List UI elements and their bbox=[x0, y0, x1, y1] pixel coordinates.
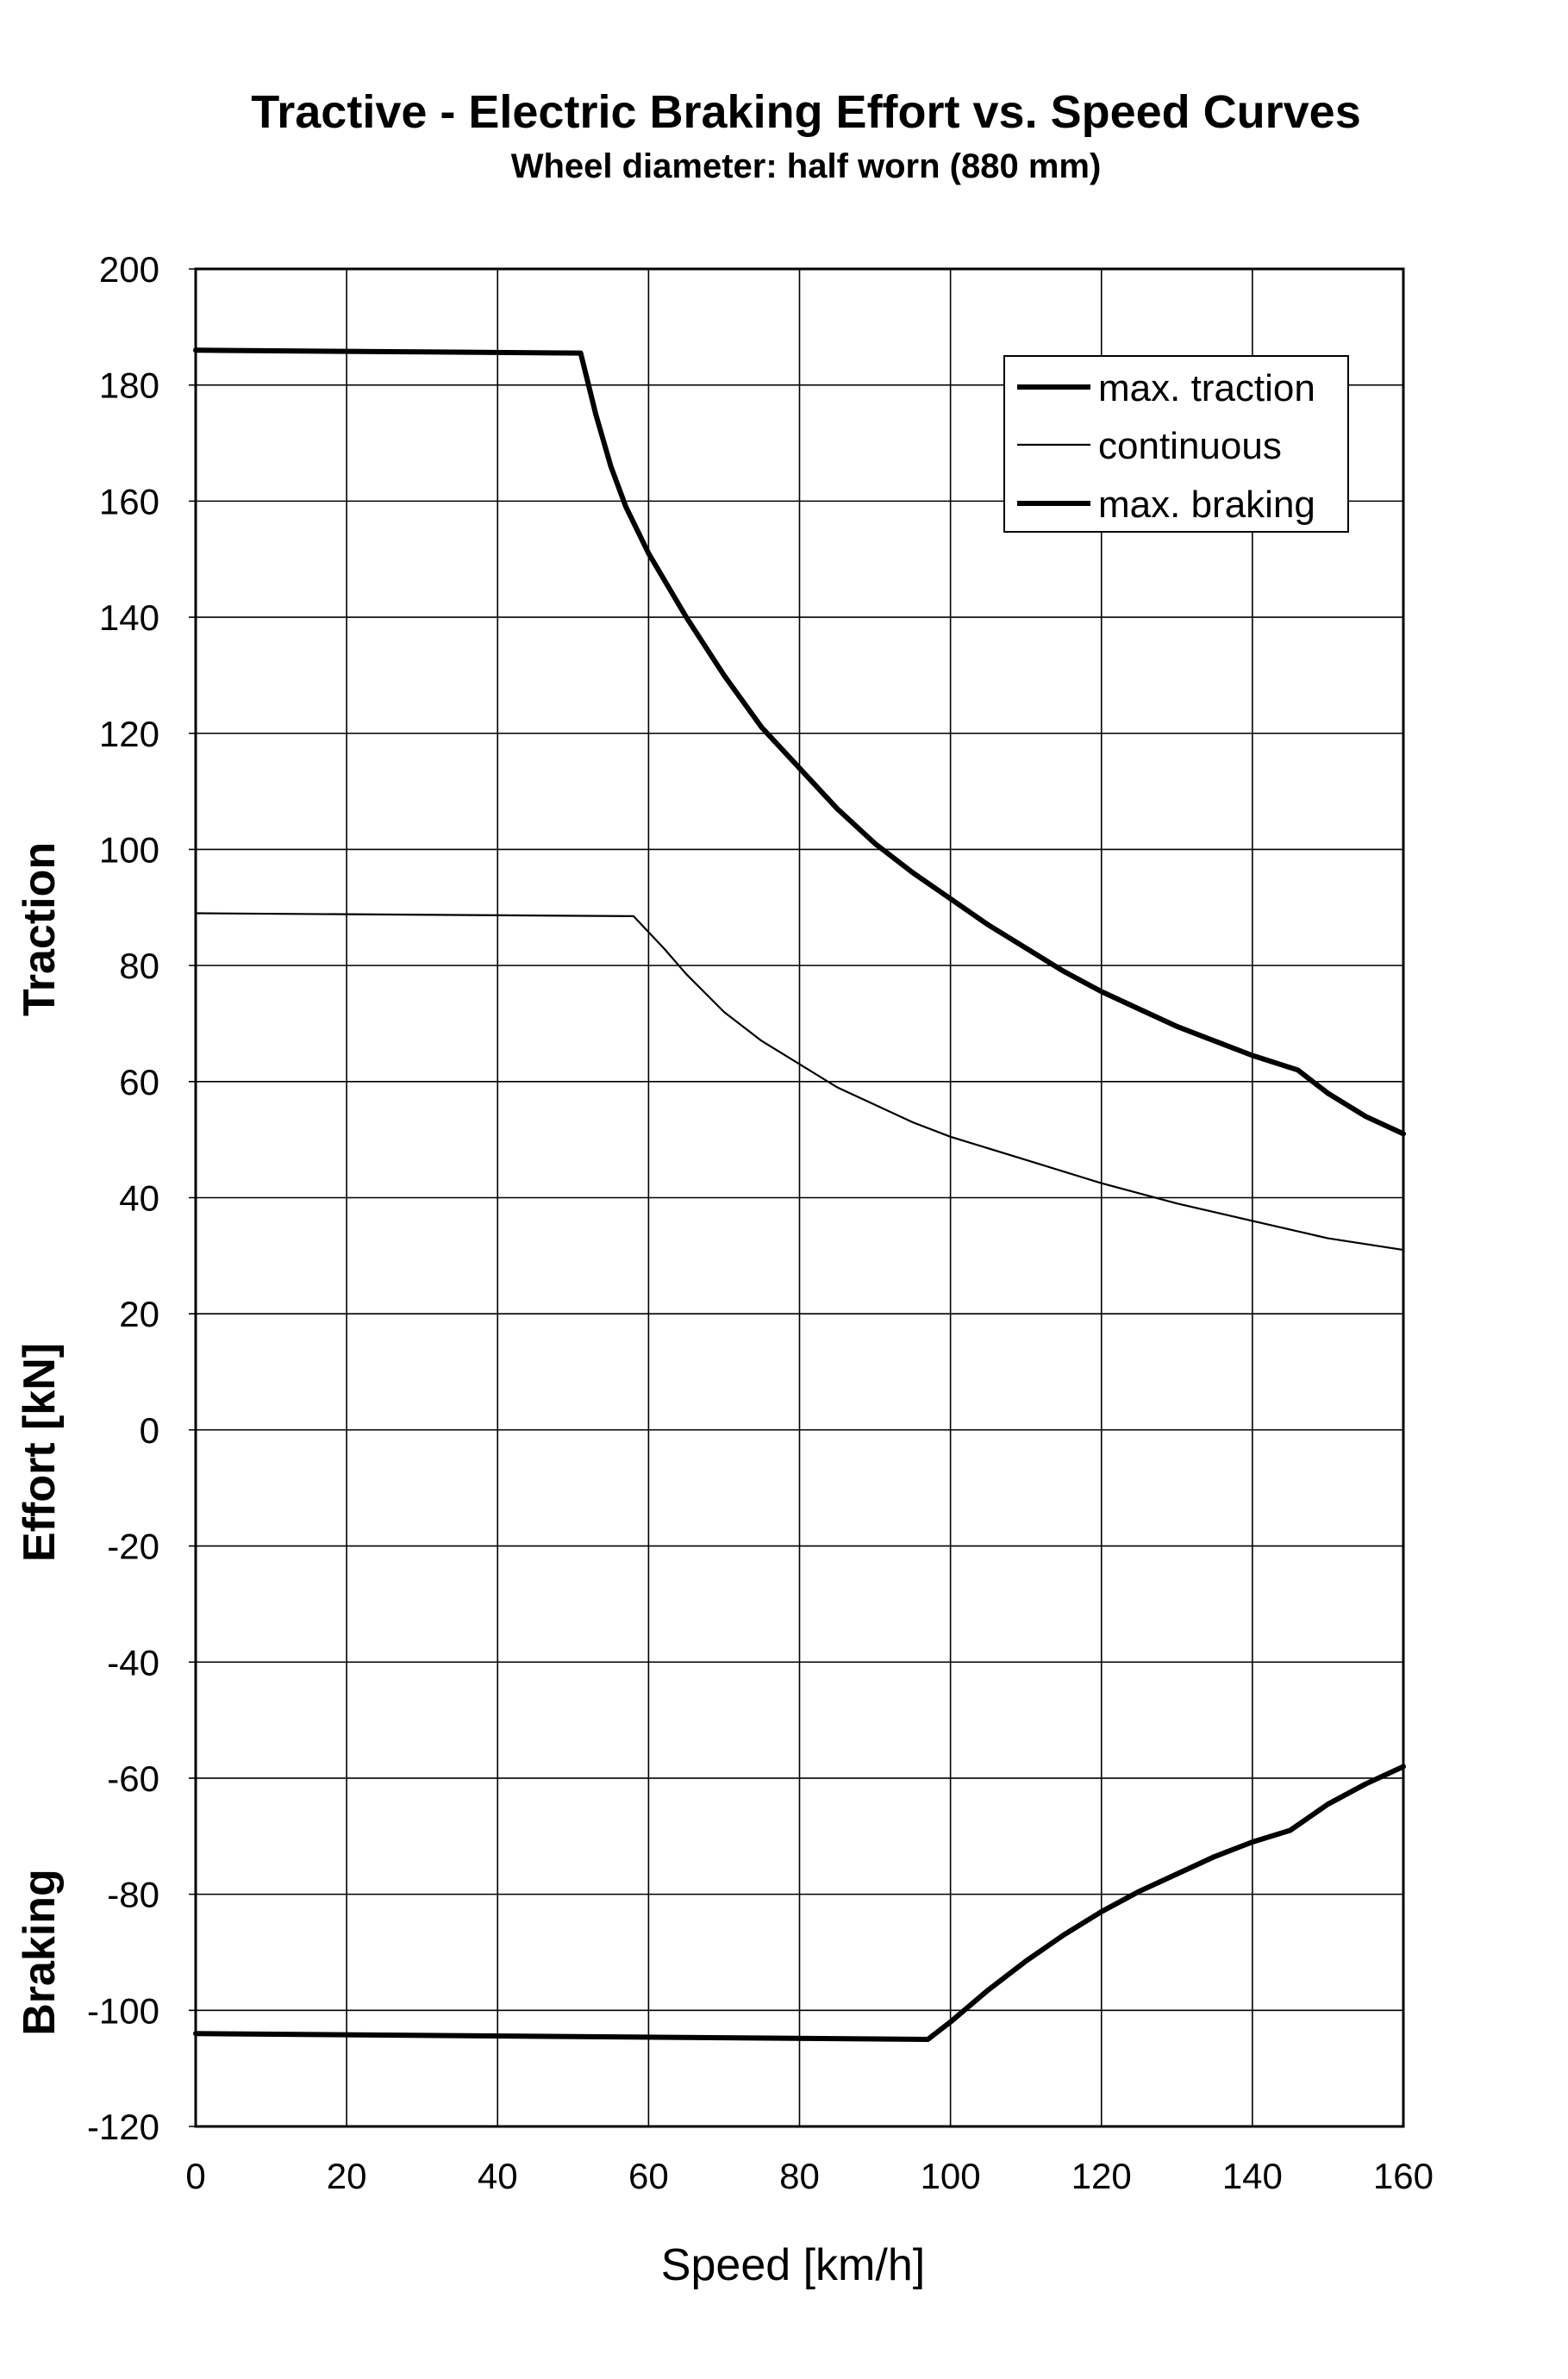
y-tick-label: -80 bbox=[107, 1875, 159, 1915]
x-tick-label: 140 bbox=[1222, 2156, 1283, 2196]
y-tick-label: 60 bbox=[119, 1062, 159, 1102]
legend: max. traction continuous max. braking bbox=[1003, 355, 1349, 533]
y-tick-label: 120 bbox=[99, 714, 159, 754]
y-tick-label: 20 bbox=[119, 1294, 159, 1334]
chart-title: Tractive - Electric Braking Effort vs. S… bbox=[251, 86, 1360, 138]
y-tick-label: 200 bbox=[99, 249, 159, 290]
x-tick-label: 160 bbox=[1373, 2156, 1434, 2196]
y-tick-label: 80 bbox=[119, 946, 159, 986]
legend-label-max-braking: max. braking bbox=[1098, 484, 1315, 526]
plot-frame bbox=[194, 267, 1405, 2128]
y-axis-label: Traction Effort [kN] Braking bbox=[15, 842, 65, 2036]
y-tick-label: -60 bbox=[107, 1758, 159, 1799]
x-axis-label: Speed [km/h] bbox=[661, 2240, 925, 2290]
chart-subtitle: Wheel diameter: half worn (880 mm) bbox=[511, 147, 1102, 185]
x-tick-label: 120 bbox=[1071, 2156, 1132, 2196]
series-line-continuous bbox=[194, 912, 1405, 1252]
y-tick-labels: 200180160140120100806040200-20-40-60-80-… bbox=[87, 249, 159, 2147]
y-axis-label-traction: Traction bbox=[15, 842, 65, 1016]
legend-label-continuous: continuous bbox=[1098, 425, 1282, 467]
y-axis-label-braking: Braking bbox=[15, 1869, 65, 2036]
x-tick-labels: 0 20 40 60 80 100 120 140 160 bbox=[185, 2156, 1434, 2196]
legend-label-max-traction: max. traction bbox=[1098, 367, 1315, 409]
y-tick-label: 160 bbox=[99, 481, 159, 521]
y-tick-label: 40 bbox=[119, 1178, 159, 1219]
y-tick-label: -120 bbox=[87, 2107, 159, 2147]
series-line-max-braking bbox=[193, 1764, 1406, 2042]
x-tick-label: 100 bbox=[921, 2156, 981, 2196]
x-tick-label: 40 bbox=[478, 2156, 518, 2196]
y-tick-label: -20 bbox=[107, 1527, 159, 1567]
x-tick-label: 20 bbox=[327, 2156, 367, 2196]
y-tick-label: -100 bbox=[87, 1990, 159, 2031]
x-tick-label: 60 bbox=[628, 2156, 669, 2196]
x-tick-label: 80 bbox=[779, 2156, 820, 2196]
series-line-max-traction bbox=[193, 347, 1406, 1137]
y-tick-label: -40 bbox=[107, 1642, 159, 1683]
y-tick-label: 0 bbox=[140, 1410, 159, 1451]
x-tick-label: 0 bbox=[185, 2156, 205, 2196]
y-axis-label-effort: Effort [kN] bbox=[15, 1343, 65, 1562]
y-tick-label: 140 bbox=[99, 597, 159, 638]
y-tick-label: 180 bbox=[99, 365, 159, 406]
y-tick-label: 100 bbox=[99, 829, 159, 870]
series-lines bbox=[193, 347, 1406, 2042]
